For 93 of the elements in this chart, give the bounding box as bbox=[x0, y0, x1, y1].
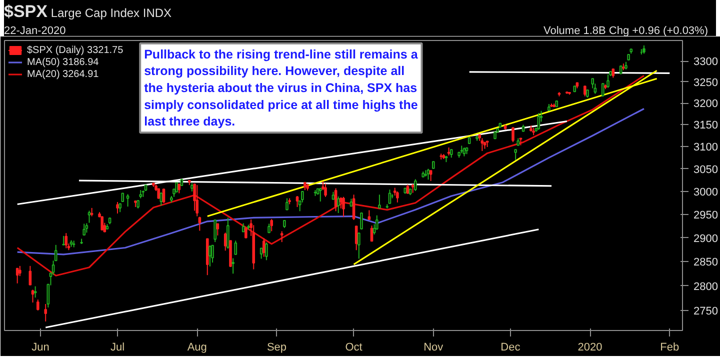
x-tick-label: Aug bbox=[187, 342, 207, 354]
y-tick-label: 3250 bbox=[694, 76, 718, 89]
candlestick bbox=[214, 220, 216, 243]
candlestick bbox=[360, 212, 363, 230]
candlestick bbox=[514, 148, 517, 160]
candlestick bbox=[318, 187, 322, 202]
candlestick bbox=[178, 183, 181, 194]
candlestick bbox=[198, 216, 202, 232]
x-tick-label: Oct bbox=[345, 342, 362, 354]
candlestick bbox=[44, 304, 47, 322]
candlestick bbox=[16, 268, 19, 284]
candlestick bbox=[426, 168, 430, 180]
candlestick bbox=[296, 196, 299, 208]
candlestick bbox=[85, 222, 88, 234]
candlestick bbox=[414, 178, 417, 192]
y-tick-label: 2850 bbox=[694, 256, 718, 269]
y-tick-label: 2800 bbox=[694, 280, 718, 293]
candlestick bbox=[406, 184, 410, 194]
y-tick-label: 3100 bbox=[694, 142, 718, 154]
candlestick bbox=[336, 196, 340, 214]
candlestick bbox=[378, 194, 381, 209]
legend-label: MA(20) 3264.91 bbox=[27, 68, 99, 80]
candlestick bbox=[64, 232, 68, 249]
text: Volume 1.8B Chg +0.96 (+0.03%) bbox=[544, 24, 708, 40]
candlestick bbox=[160, 192, 163, 206]
y-tick-label: 3050 bbox=[694, 164, 718, 176]
text: 22-Jan-2020 bbox=[4, 24, 66, 40]
candlestick bbox=[244, 226, 248, 239]
candlestick bbox=[370, 225, 374, 242]
legend-label: MA(50) 3186.94 bbox=[27, 56, 99, 68]
x-tick-label: Dec bbox=[500, 342, 521, 354]
candlestick bbox=[480, 138, 484, 152]
candlestick bbox=[224, 232, 227, 252]
candlestick bbox=[126, 194, 130, 208]
chart-subtitle: Large Cap Index INDX bbox=[50, 6, 172, 20]
candlestick bbox=[537, 112, 540, 130]
candlestick bbox=[226, 217, 230, 250]
candlestick bbox=[612, 68, 615, 78]
candlestick bbox=[196, 184, 199, 217]
annotation: Pullback to the rising trend-line still remains a strong possibility here. However, despite all the hysteria about the virus in China, SPX has simply consolidated price at all time highs the last three days. bbox=[144, 47, 419, 129]
candlestick bbox=[216, 223, 220, 236]
candlestick bbox=[100, 216, 104, 231]
candlestick bbox=[354, 226, 358, 251]
candlestick bbox=[368, 210, 371, 220]
candlestick bbox=[82, 223, 86, 236]
y-tick-label: 2950 bbox=[694, 209, 718, 222]
candlestick bbox=[342, 196, 345, 218]
y-tick-label: 3200 bbox=[694, 98, 718, 110]
candlestick bbox=[88, 210, 91, 224]
y-tick-label: 3000 bbox=[694, 186, 718, 198]
y-tick-label: 2900 bbox=[694, 232, 718, 245]
candlestick bbox=[324, 183, 327, 198]
candlestick bbox=[31, 289, 34, 304]
chart-title: $SPX bbox=[4, 2, 48, 21]
candlestick bbox=[280, 230, 284, 243]
y-tick-label: 3300 bbox=[694, 56, 718, 68]
x-tick-label: 2020 bbox=[578, 342, 602, 354]
candlestick bbox=[606, 74, 610, 88]
candlestick bbox=[301, 190, 304, 203]
x-tick-label: Feb bbox=[660, 342, 680, 354]
candlestick bbox=[584, 86, 586, 97]
candlestick bbox=[265, 242, 268, 261]
candlestick bbox=[162, 188, 166, 204]
candlestick bbox=[211, 244, 214, 264]
legend-label: $SPX (Daily) 3321.75 bbox=[27, 44, 124, 56]
candlestick bbox=[352, 194, 356, 221]
candlestick bbox=[232, 258, 234, 274]
candlestick bbox=[260, 247, 263, 260]
candlestick bbox=[396, 190, 399, 203]
candlestick bbox=[286, 198, 288, 210]
candlestick bbox=[358, 232, 360, 260]
candlestick bbox=[512, 126, 514, 143]
candlestick bbox=[208, 244, 212, 267]
y-tick-label: 2750 bbox=[694, 305, 718, 318]
x-tick-label: Jun bbox=[32, 342, 50, 354]
candlestick bbox=[270, 218, 273, 232]
x-tick-label: Nov bbox=[424, 342, 444, 354]
x-tick-label: Sep bbox=[266, 342, 287, 354]
candlestick bbox=[34, 286, 37, 298]
x-tick-label: Jul bbox=[110, 342, 125, 354]
candlestick bbox=[116, 201, 119, 214]
candlestick bbox=[601, 82, 604, 98]
candlestick bbox=[429, 170, 432, 182]
candlestick bbox=[157, 188, 160, 200]
candlestick bbox=[28, 265, 32, 286]
candlestick bbox=[36, 299, 40, 311]
y-tick-label: 3150 bbox=[694, 120, 718, 132]
candlestick bbox=[298, 200, 302, 212]
candlestick bbox=[234, 240, 238, 255]
candlestick bbox=[375, 214, 378, 230]
candlestick bbox=[334, 188, 338, 212]
candlestick bbox=[388, 189, 392, 204]
candlestick bbox=[262, 238, 266, 258]
